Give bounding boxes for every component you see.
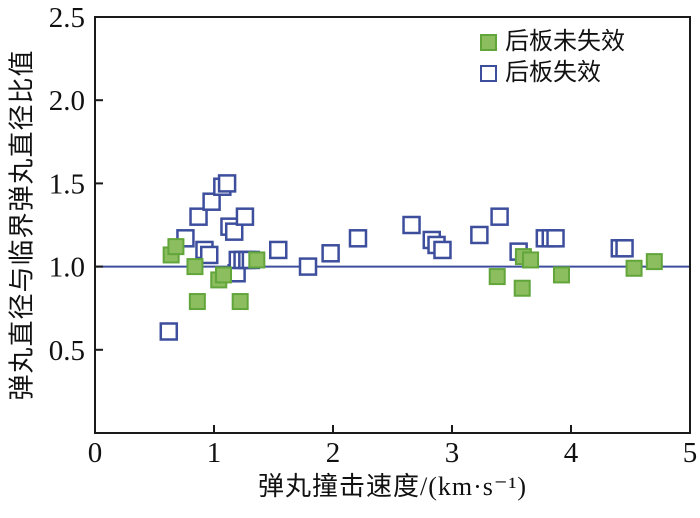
data-point-rear-plate-not-failed	[186, 258, 204, 276]
x-tick-label: 1	[207, 437, 222, 469]
x-tick-label: 3	[445, 437, 460, 469]
data-point-rear-plate-failed	[546, 229, 565, 248]
legend-label-failed: 后板失效	[505, 60, 601, 86]
legend-item-failed: 后板失效	[480, 61, 625, 85]
y-axis-label: 弹丸直径与临界弹丸直径比值	[7, 49, 37, 401]
data-point-rear-plate-not-failed	[513, 279, 531, 297]
data-point-rear-plate-failed	[433, 240, 452, 260]
data-point-rear-plate-not-failed	[248, 251, 266, 269]
data-point-rear-plate-not-failed	[645, 253, 663, 271]
legend-filled-square-icon	[480, 33, 497, 51]
x-axis-label: 弹丸撞击速度/(km·s⁻¹)	[257, 472, 528, 501]
data-point-rear-plate-failed	[490, 207, 509, 226]
data-point-rear-plate-failed	[224, 222, 244, 241]
data-point-rear-plate-failed	[470, 225, 489, 245]
data-point-rear-plate-failed	[235, 207, 255, 226]
x-tick-label: 4	[564, 437, 579, 469]
data-point-rear-plate-not-failed	[167, 238, 185, 256]
plot-border	[94, 16, 691, 434]
data-point-rear-plate-not-failed	[552, 266, 570, 284]
data-point-rear-plate-failed	[189, 207, 208, 226]
y-tick-label: 2.0	[49, 85, 85, 117]
data-point-rear-plate-failed	[217, 174, 237, 193]
y-tick-label: 0.5	[49, 335, 85, 367]
data-point-rear-plate-failed	[159, 322, 179, 341]
legend-open-square-icon	[480, 64, 497, 82]
data-point-rear-plate-not-failed	[522, 251, 540, 269]
legend-item-not-failed: 后板未失效	[480, 30, 625, 54]
x-tick-label: 2	[326, 437, 341, 469]
data-point-rear-plate-not-failed	[488, 268, 506, 286]
data-point-rear-plate-not-failed	[215, 266, 233, 284]
x-tick-label: 5	[683, 437, 698, 469]
data-point-rear-plate-failed	[615, 239, 634, 258]
data-point-rear-plate-failed	[269, 240, 288, 260]
data-point-rear-plate-failed	[348, 229, 368, 248]
y-tick-label: 2.5	[49, 2, 85, 34]
data-point-rear-plate-not-failed	[188, 293, 206, 311]
data-point-rear-plate-failed	[202, 192, 221, 211]
data-point-rear-plate-failed	[298, 257, 318, 276]
x-tick-label: 0	[88, 437, 103, 469]
y-tick-label: 1.0	[49, 252, 85, 284]
data-point-rear-plate-failed	[321, 244, 340, 263]
data-point-rear-plate-failed	[402, 215, 421, 235]
data-point-rear-plate-not-failed	[625, 259, 643, 277]
data-point-rear-plate-failed	[199, 245, 219, 265]
data-point-rear-plate-not-failed	[231, 293, 249, 311]
legend-label-not-failed: 后板未失效	[505, 29, 625, 55]
y-tick-label: 1.5	[49, 168, 85, 200]
legend: 后板未失效 后板失效	[480, 30, 625, 85]
